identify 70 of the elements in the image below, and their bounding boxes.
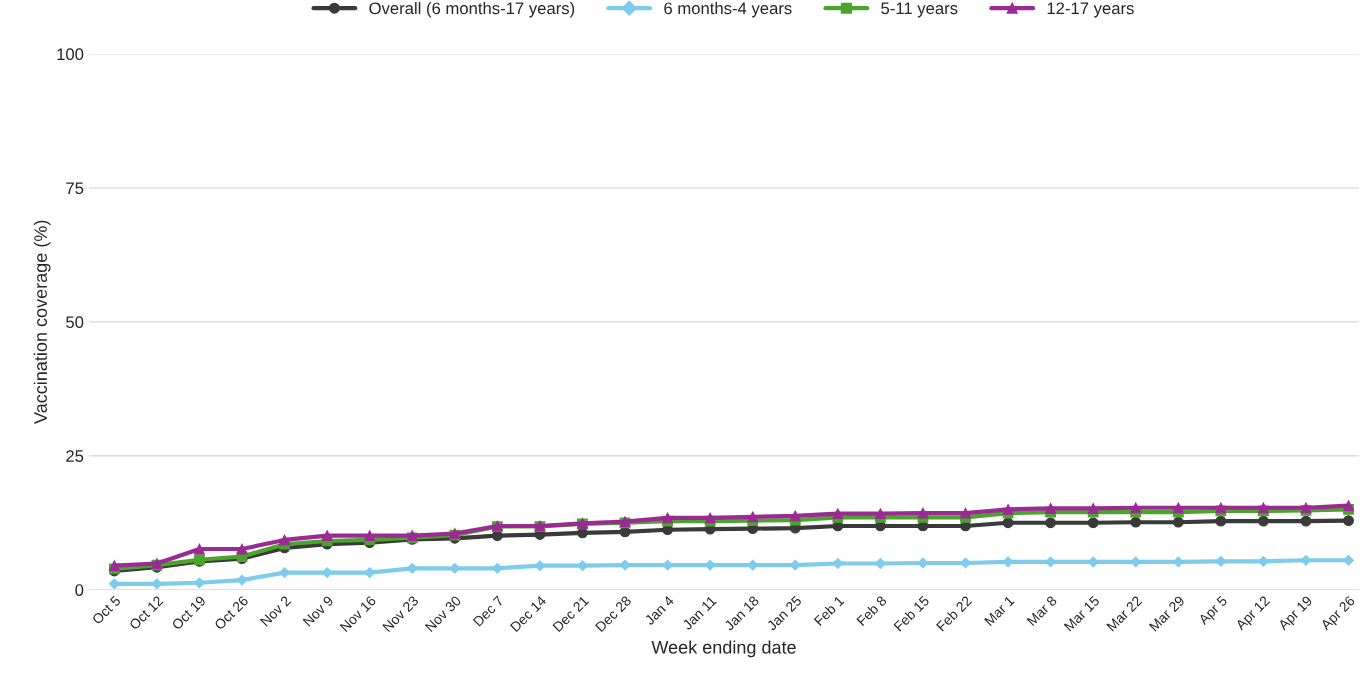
y-tick-label: 50 [66, 316, 84, 329]
point [194, 577, 205, 589]
x-tick-label: Dec 7 [472, 595, 505, 627]
point [875, 508, 886, 520]
x-axis-title: Week ending date [651, 640, 796, 658]
point [1172, 516, 1184, 528]
y-tick-label: 100 [57, 48, 84, 61]
point [194, 543, 205, 555]
legend-label: 5-11 years [881, 2, 958, 18]
point [1087, 517, 1099, 529]
point [917, 507, 929, 519]
x-tick-label: Dec 28 [594, 595, 632, 633]
point [1002, 503, 1014, 515]
point [236, 543, 248, 555]
x-tick-label: Nov 30 [424, 595, 462, 633]
x-tick-label: Nov 2 [259, 595, 292, 627]
x-tick-label: Dec 21 [552, 595, 590, 633]
x-tick-label: Feb 1 [813, 595, 845, 627]
point [1343, 515, 1354, 527]
x-tick-label: Apr 5 [1197, 595, 1230, 628]
y-tick-label: 75 [66, 182, 84, 195]
x-tick-label: Feb 15 [893, 595, 930, 632]
y-axis-title: Vaccination coverage (%) [33, 220, 51, 424]
x-tick-label: Oct 26 [213, 595, 249, 631]
x-tick-label: Oct 12 [128, 595, 164, 631]
y-tick-label: 0 [75, 584, 84, 596]
point [1300, 515, 1312, 527]
x-tick-label: Apr 12 [1234, 595, 1273, 633]
point [1045, 517, 1056, 529]
x-tick-label: Apr 26 [1319, 595, 1358, 633]
legend-label: 6 months-4 years [664, 1, 792, 18]
x-tick-label: Nov 9 [302, 595, 334, 627]
x-tick-label: Mar 1 [984, 595, 1015, 627]
x-tick-label: Jan 4 [644, 595, 675, 626]
x-tick-label: Feb 8 [856, 595, 888, 627]
x-tick-label: Nov 23 [382, 595, 420, 633]
y-tick-label: 25 [66, 450, 84, 462]
point [1087, 502, 1099, 514]
point [1258, 515, 1269, 527]
point [789, 510, 801, 522]
point [1172, 502, 1184, 514]
x-tick-label: Mar 22 [1106, 595, 1143, 632]
x-tick-label: Jan 11 [681, 595, 717, 631]
point [279, 567, 290, 579]
point [1343, 554, 1354, 566]
x-tick-label: Oct 5 [91, 595, 122, 625]
x-tick-label: Apr 19 [1277, 595, 1315, 633]
x-tick-label: Oct 19 [171, 595, 207, 631]
x-tick-label: Mar 15 [1063, 595, 1100, 632]
point [1215, 515, 1227, 527]
point [577, 560, 588, 572]
point [1130, 502, 1142, 514]
x-tick-label: Jan 18 [723, 595, 760, 632]
legend-label: Overall (6 months-17 years) [369, 1, 575, 18]
point [1130, 516, 1142, 528]
x-tick-label: Jan 25 [766, 595, 803, 632]
legend-label: 12-17 years [1047, 2, 1134, 18]
point [832, 508, 844, 520]
point [364, 530, 376, 542]
x-tick-label: Mar 29 [1148, 595, 1186, 632]
x-tick-label: Feb 22 [935, 595, 973, 632]
point [279, 534, 290, 546]
point [747, 511, 759, 523]
x-tick-label: Dec 14 [509, 595, 547, 633]
x-tick-label: Nov 16 [339, 595, 377, 633]
point [960, 507, 971, 519]
x-tick-label: Mar 8 [1026, 595, 1058, 627]
point [321, 530, 333, 542]
point [236, 574, 248, 586]
point [1045, 502, 1056, 514]
